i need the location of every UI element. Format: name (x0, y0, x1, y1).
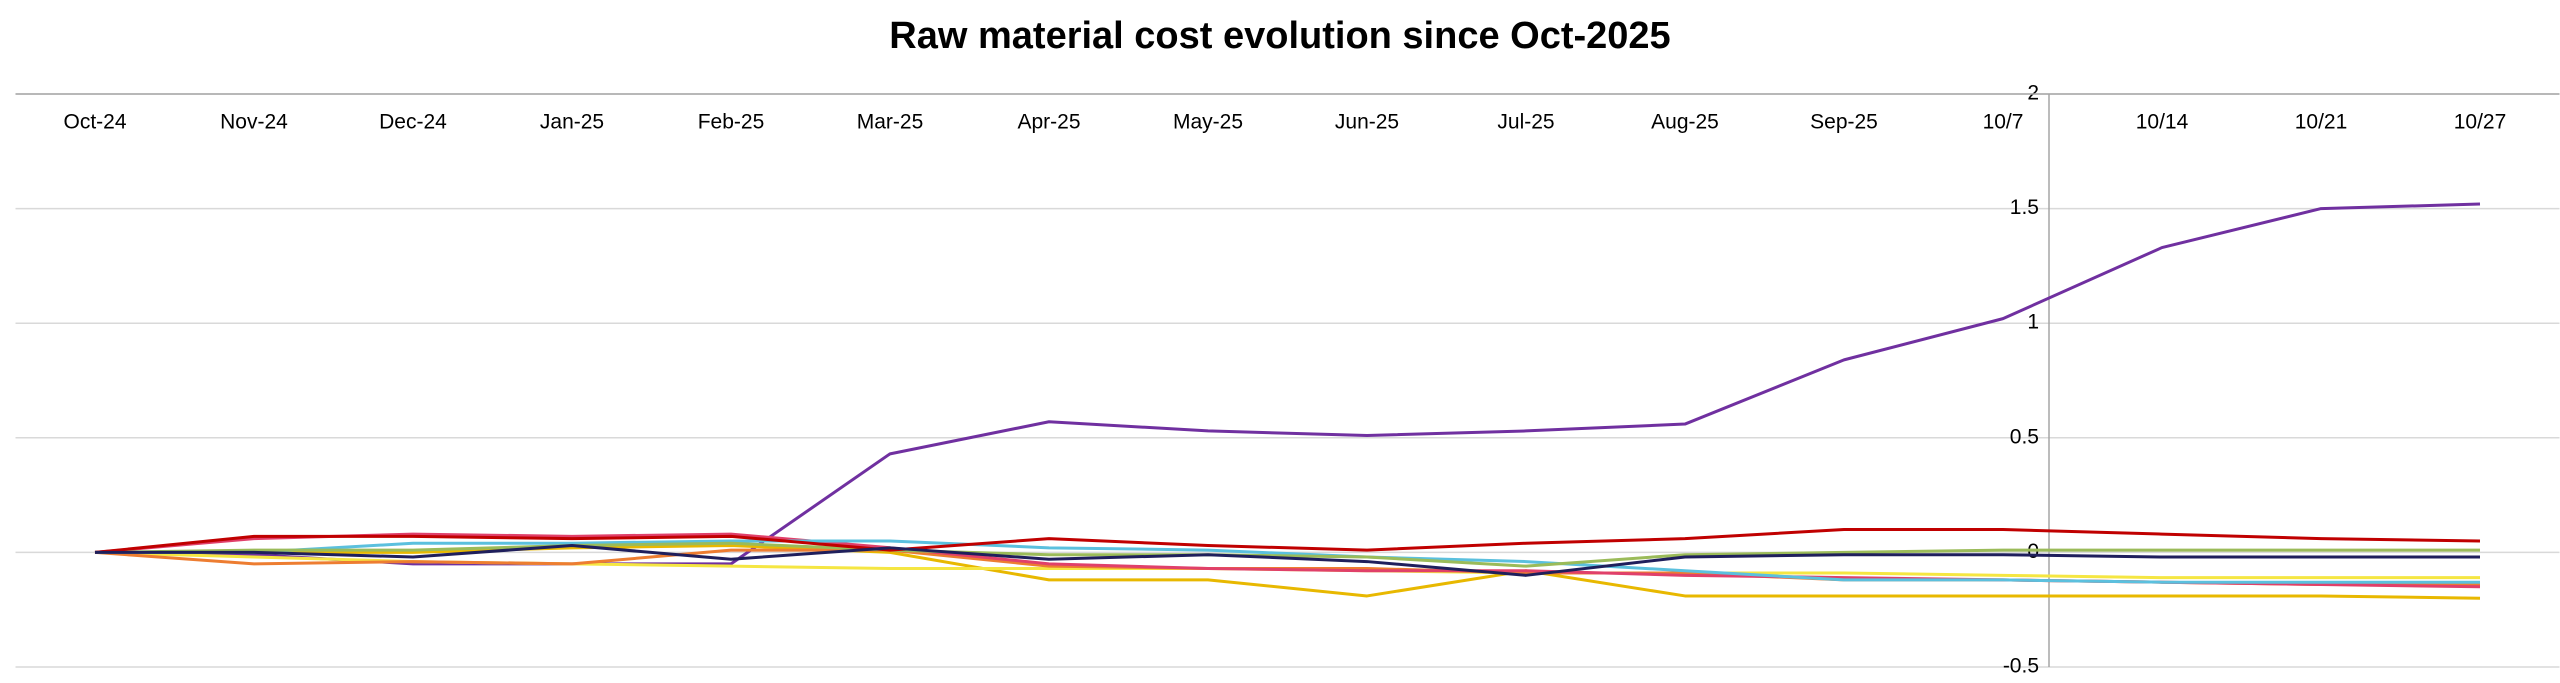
x-tick-label: 10/7 (1983, 111, 2024, 134)
series-line (94, 202, 2481, 566)
x-tick-label: Nov-24 (220, 111, 288, 134)
x-tick-label: Apr-25 (1017, 111, 1080, 134)
x-tick-label: 10/27 (2454, 111, 2507, 134)
x-tick-label: Oct-24 (63, 111, 126, 134)
x-tick-label: Aug-25 (1651, 111, 1719, 134)
series-line (95, 539, 2480, 584)
series-line (95, 544, 2480, 577)
x-tick-label: 10/14 (2136, 111, 2189, 134)
chart-title: Raw material cost evolution since Oct-20… (889, 15, 1670, 57)
x-tick-label: Jun-25 (1335, 111, 1399, 134)
x-tick-label: Dec-24 (379, 111, 447, 134)
x-tick-label: Jul-25 (1497, 111, 1554, 134)
y-tick-label: 2 (2027, 82, 2039, 105)
x-tick-label: May-25 (1173, 111, 1243, 134)
y-tick-label: -0.5 (2003, 655, 2039, 678)
series-line (94, 527, 2481, 554)
series-line (94, 541, 2480, 568)
x-tick-label: Feb-25 (698, 111, 765, 134)
x-tick-label: Mar-25 (857, 111, 924, 134)
y-tick-label: 1 (2027, 311, 2039, 334)
y-tick-label: 0.5 (2010, 425, 2039, 448)
y-tick-label: 1.5 (2010, 196, 2039, 219)
x-tick-label: Jan-25 (540, 111, 604, 134)
x-tick-label: Sep-25 (1810, 111, 1878, 134)
x-tick-label: 10/21 (2295, 111, 2348, 134)
